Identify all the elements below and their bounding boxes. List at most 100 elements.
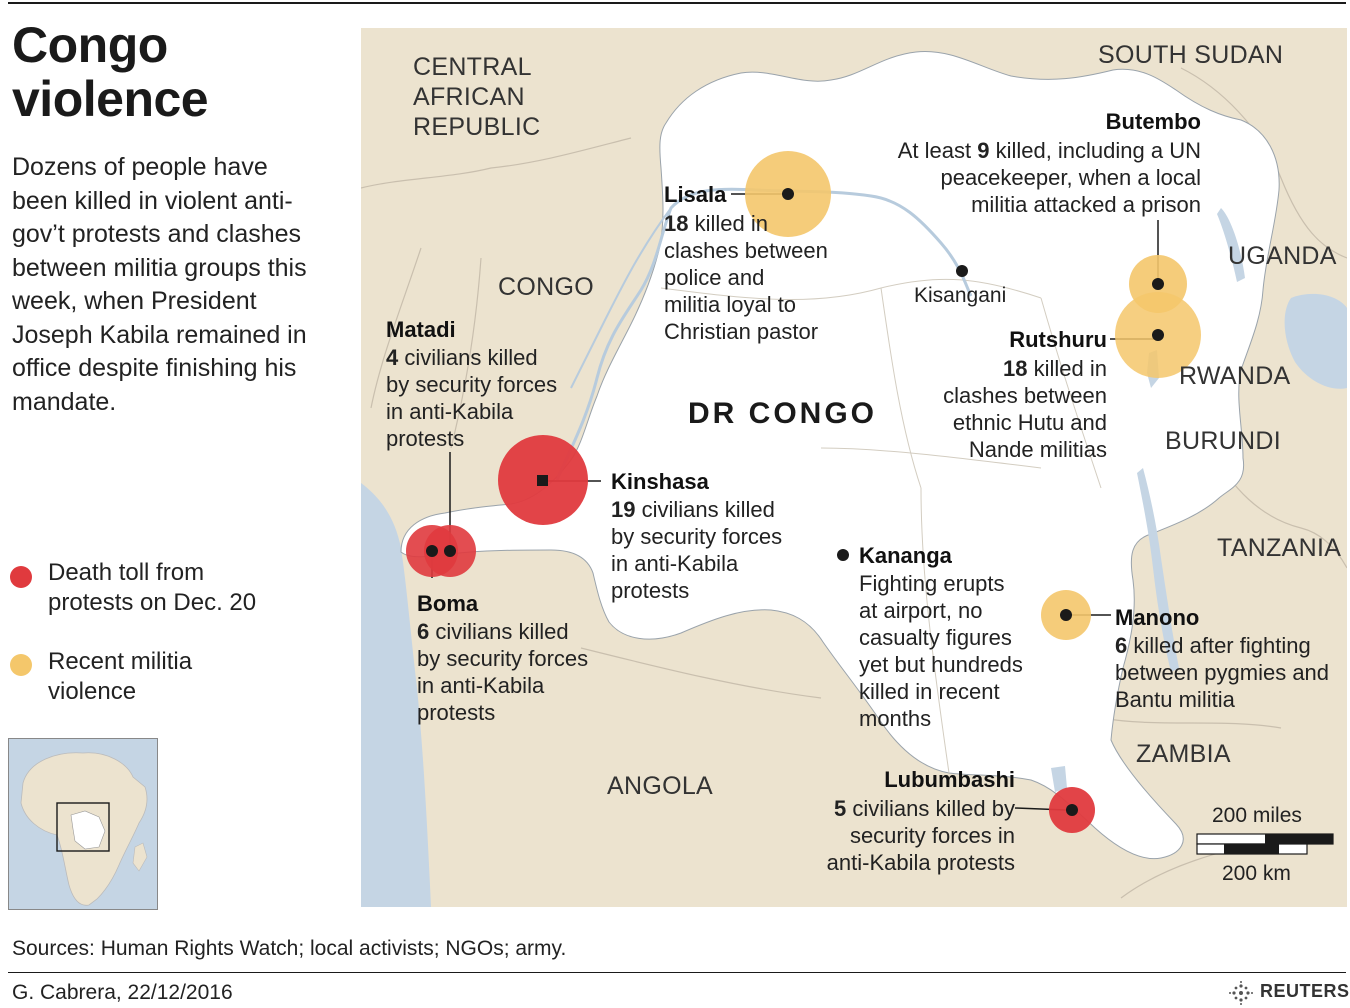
note-butembo-1: killed, including a UN (989, 138, 1201, 163)
note-kananga: Fighting erupts at airport, no casualty … (859, 570, 1023, 732)
note-boma-num: 6 (417, 619, 430, 644)
locator-inset-map (8, 738, 158, 910)
label-butembo: Butembo (1105, 109, 1201, 134)
note-kinshasa: 19 civilians killed by security forces i… (611, 496, 782, 604)
note-manono: 6 killed after fighting between pygmies … (1115, 632, 1329, 713)
label-south-sudan: SOUTH SUDAN (1098, 41, 1284, 69)
legend-red-dot (10, 566, 32, 588)
note-lubumbashi-1: civilians killed by (846, 796, 1015, 821)
note-butembo-pre: At least (897, 138, 978, 163)
label-boma: Boma (417, 591, 479, 616)
note-lisala: 18 killed in clashes between police and … (664, 210, 828, 345)
note-kananga-2: at airport, no (859, 598, 983, 623)
ubangi-river (570, 207, 672, 389)
map-svg (361, 28, 1347, 907)
top-rule (8, 2, 1346, 4)
credit: G. Cabrera, 22/12/2016 (12, 981, 233, 1004)
label-rwanda: RWANDA (1179, 362, 1291, 390)
note-lubumbashi-2: security forces in (849, 823, 1015, 848)
label-car-1: CENTRAL (413, 53, 532, 81)
scale-km-label: 200 km (1222, 862, 1291, 885)
label-tanzania: TANZANIA (1217, 534, 1342, 562)
label-car-3: REPUBLIC (413, 113, 541, 141)
note-matadi-2: by security forces (386, 372, 558, 397)
label-congo: CONGO (498, 273, 594, 301)
note-butembo-3: militia attacked a prison (971, 192, 1201, 217)
label-matadi: Matadi (386, 317, 456, 342)
label-lubumbashi: Lubumbashi (884, 767, 1015, 792)
dr-congo-area (400, 50, 1280, 860)
label-manono: Manono (1115, 605, 1200, 630)
note-lubumbashi: 5 civilians killed by security forces in… (827, 795, 1015, 876)
note-manono-1: killed after fighting (1127, 633, 1311, 658)
reuters-logo-icon (1229, 981, 1253, 1005)
description: Dozens of people have been killed in vio… (12, 153, 307, 416)
note-kinshasa-2: by security forces (611, 524, 783, 549)
legend-red-label-2: protests on Dec. 20 (48, 589, 257, 616)
label-kisangani: Kisangani (914, 284, 1007, 307)
note-lubumbashi-3: anti-Kabila protests (826, 850, 1015, 875)
main-map: CENTRAL AFRICAN REPUBLIC SOUTH SUDAN UGA… (361, 28, 1347, 907)
note-kananga-6: months (859, 706, 932, 731)
legend-yellow-label: Recent militia violence (48, 647, 192, 707)
brand-name: REUTERS (1260, 981, 1350, 1001)
label-dr-congo: DR CONGO (688, 397, 877, 430)
lake-victoria (1284, 293, 1347, 389)
note-kinshasa-num: 19 (611, 497, 636, 522)
note-butembo: At least 9 killed, including a UN peacek… (898, 137, 1201, 218)
note-matadi-num: 4 (386, 345, 399, 370)
locator-box (56, 802, 110, 852)
legend-yellow-dot (10, 654, 32, 676)
scale-miles-label: 200 miles (1212, 804, 1302, 827)
note-manono-num: 6 (1115, 633, 1128, 658)
note-rutshuru: 18 killed in clashes between ethnic Hutu… (943, 355, 1107, 463)
note-lisala-1: killed in (688, 211, 768, 236)
note-manono-3: Bantu militia (1115, 687, 1235, 712)
label-uganda: UGANDA (1228, 242, 1337, 270)
note-butembo-2: peacekeeper, when a local (940, 165, 1201, 190)
note-boma: 6 civilians killed by security forces in… (417, 618, 588, 726)
label-car: CENTRAL AFRICAN REPUBLIC (413, 52, 540, 142)
note-rutshuru-3: ethnic Hutu and (952, 410, 1107, 435)
province-borders (660, 278, 1102, 774)
lake-albert (1217, 208, 1245, 282)
note-kinshasa-4: protests (611, 578, 690, 603)
note-matadi-3: in anti-Kabila (386, 399, 514, 424)
note-kananga-5: killed in recent (859, 679, 1000, 704)
note-boma-2: by security forces (417, 646, 589, 671)
note-lubumbashi-num: 5 (834, 796, 847, 821)
note-boma-4: protests (417, 700, 496, 725)
atlantic-ocean (361, 483, 431, 907)
legend-red-label-1: Death toll from (48, 559, 205, 586)
note-matadi-4: protests (386, 426, 465, 451)
note-lisala-4: militia loyal to (664, 292, 797, 317)
label-kananga: Kananga (859, 543, 952, 568)
legend-yellow-label-2: violence (48, 678, 137, 705)
note-rutshuru-4: Nande militias (968, 437, 1107, 462)
note-kananga-1: Fighting erupts (859, 571, 1005, 596)
label-car-2: AFRICAN (413, 83, 525, 111)
label-zambia: ZAMBIA (1136, 740, 1231, 768)
city-dots (426, 188, 1164, 816)
label-kinshasa: Kinshasa (611, 469, 709, 494)
label-angola: ANGOLA (607, 772, 713, 800)
lake-mweru (1051, 766, 1067, 792)
scale-bar (1196, 833, 1334, 855)
note-boma-1: civilians killed (429, 619, 569, 644)
note-matadi: 4 civilians killed by security forces in… (386, 344, 557, 452)
label-burundi: BURUNDI (1165, 427, 1281, 455)
sources: Sources: Human Rights Watch; local activ… (12, 937, 567, 960)
note-kananga-3: casualty figures (859, 625, 1012, 650)
label-rutshuru: Rutshuru (1009, 327, 1107, 352)
page-title: Congo violence (12, 17, 209, 126)
note-butembo-num: 9 (977, 138, 990, 163)
note-kinshasa-3: in anti-Kabila (611, 551, 739, 576)
note-rutshuru-num: 18 (1003, 356, 1028, 381)
label-lisala: Lisala (664, 182, 727, 207)
title-line-1: Congo (12, 17, 168, 73)
congo-river (555, 187, 973, 481)
note-rutshuru-1: killed in (1027, 356, 1107, 381)
bottom-rule (8, 972, 1346, 973)
note-manono-2: between pygmies and (1115, 660, 1330, 685)
locator-inset-svg (9, 739, 157, 909)
